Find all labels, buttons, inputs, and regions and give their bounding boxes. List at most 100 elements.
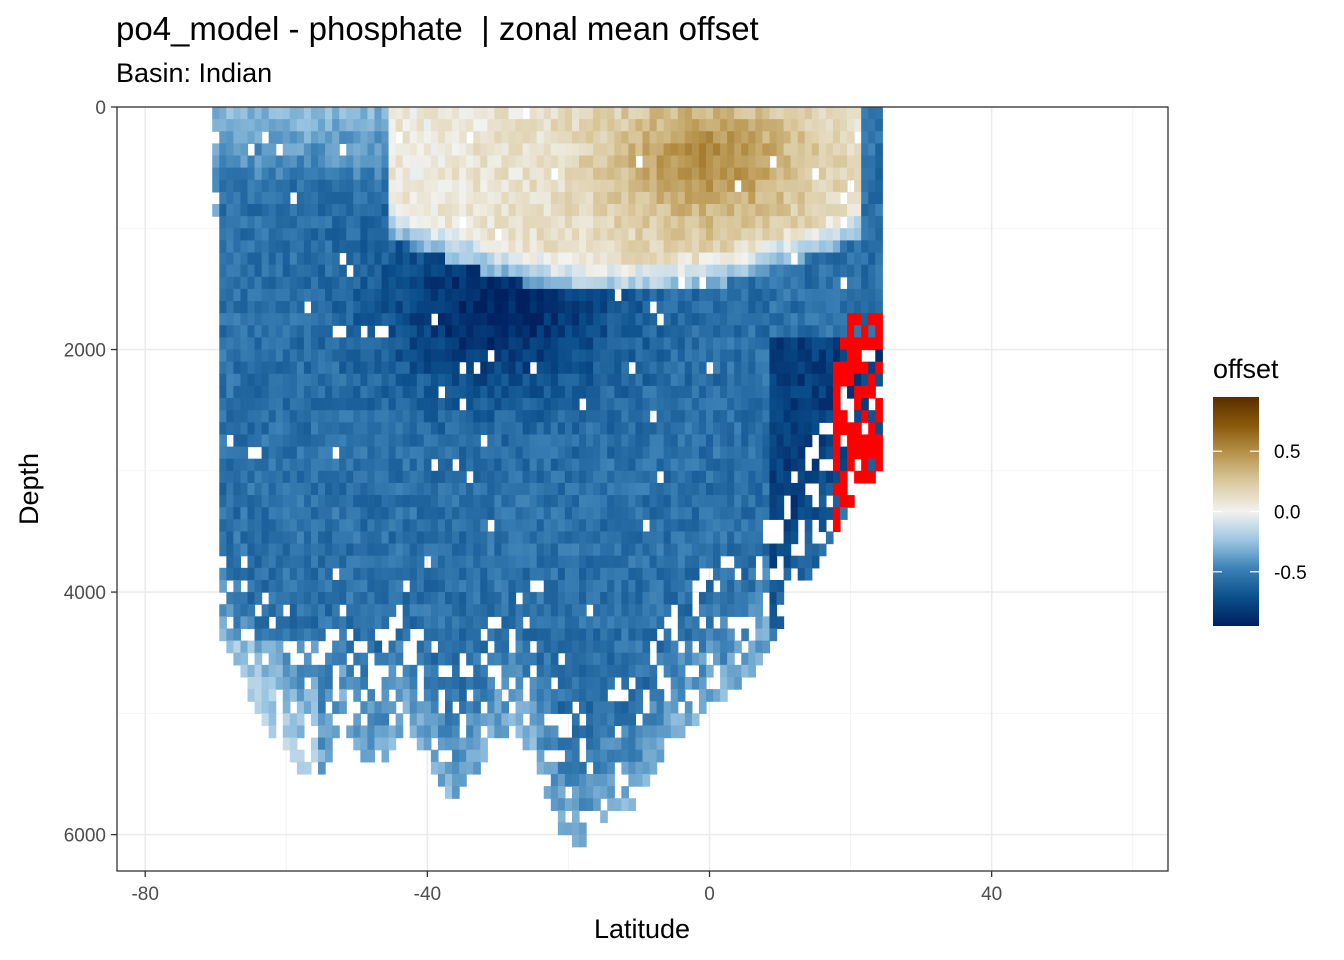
heatmap-cell xyxy=(310,628,319,642)
heatmap-cell xyxy=(430,507,439,520)
heatmap-cell xyxy=(868,119,876,132)
heatmap-cell xyxy=(325,240,333,254)
heatmap-cell xyxy=(811,422,820,436)
heatmap-cell xyxy=(713,155,721,169)
heatmap-cell xyxy=(748,204,756,217)
heatmap-cell xyxy=(332,313,340,326)
heatmap-cell xyxy=(755,288,764,302)
heatmap-cell xyxy=(713,410,721,423)
heatmap-cell xyxy=(374,204,383,217)
heatmap-cell xyxy=(635,107,644,120)
heatmap-cell xyxy=(423,252,432,266)
heatmap-cell xyxy=(593,410,601,423)
heatmap-cell xyxy=(564,131,573,144)
heatmap-cell xyxy=(762,349,771,363)
heatmap-cell xyxy=(459,301,467,314)
heatmap-cell xyxy=(515,604,524,617)
heatmap-cell xyxy=(254,507,263,520)
heatmap-cell xyxy=(586,264,594,278)
heatmap-cell xyxy=(543,604,552,617)
heatmap-cell xyxy=(240,119,249,132)
heatmap-cell xyxy=(691,543,700,557)
heatmap-cell xyxy=(720,592,728,605)
heatmap-cell xyxy=(219,143,227,157)
heatmap-cell xyxy=(684,592,693,605)
heatmap-cell xyxy=(501,228,510,241)
heatmap-cell xyxy=(339,179,347,193)
heatmap-cell xyxy=(783,264,792,278)
heatmap-cell xyxy=(698,216,707,229)
heatmap-cell xyxy=(550,252,559,266)
heatmap-cell xyxy=(818,216,827,229)
heatmap-cell xyxy=(353,410,361,423)
heatmap-cell xyxy=(303,385,312,399)
heatmap-cell xyxy=(642,313,651,326)
heatmap-cell xyxy=(748,519,756,533)
heatmap-cell xyxy=(550,276,559,290)
heatmap-cell xyxy=(487,313,495,326)
heatmap-cell xyxy=(593,616,601,630)
heatmap-cell xyxy=(388,276,397,290)
heatmap-cell xyxy=(282,458,291,472)
heatmap-cell xyxy=(374,507,383,520)
heatmap-cell xyxy=(437,446,446,460)
heatmap-cell xyxy=(226,313,234,326)
heatmap-cell xyxy=(727,143,735,157)
heatmap-cell xyxy=(353,458,361,472)
heatmap-cell xyxy=(543,737,552,751)
heatmap-cell xyxy=(268,446,277,460)
heatmap-cell xyxy=(536,628,545,642)
heatmap-cell xyxy=(247,373,256,387)
heatmap-cell xyxy=(494,119,503,132)
heatmap-cell xyxy=(416,616,425,630)
heatmap-cell xyxy=(437,458,446,472)
y-axis-title: Depth xyxy=(14,453,44,525)
heatmap-cell xyxy=(614,337,622,351)
heatmap-cell xyxy=(720,216,728,229)
heatmap-cell xyxy=(642,119,651,132)
heatmap-cell xyxy=(720,519,728,533)
heatmap-cell xyxy=(536,507,545,520)
heatmap-cell xyxy=(367,252,376,266)
heatmap-cell xyxy=(240,495,249,508)
heatmap-cell xyxy=(642,385,651,399)
heatmap-cell xyxy=(487,228,495,241)
heatmap-cell xyxy=(353,191,361,205)
heatmap-cell xyxy=(550,531,559,545)
heatmap-cell xyxy=(374,495,383,508)
heatmap-cell xyxy=(536,216,545,229)
heatmap-cell xyxy=(254,567,263,581)
heatmap-cell xyxy=(727,204,735,217)
heatmap-cell xyxy=(628,301,637,314)
heatmap-cell xyxy=(289,313,298,326)
heatmap-cell xyxy=(480,204,488,217)
heatmap-cell xyxy=(769,592,778,605)
heatmap-cell xyxy=(452,107,460,120)
heatmap-cell xyxy=(522,519,531,533)
heatmap-cell xyxy=(579,567,587,581)
heatmap-cell xyxy=(825,119,834,132)
heatmap-cell xyxy=(818,191,827,205)
heatmap-cell xyxy=(755,446,764,460)
heatmap-cell xyxy=(550,543,559,557)
heatmap-cell xyxy=(353,470,361,484)
heatmap-cell xyxy=(423,288,432,302)
heatmap-cell xyxy=(614,398,622,411)
heatmap-cell xyxy=(875,458,883,472)
heatmap-cell xyxy=(353,325,361,339)
heatmap-cell xyxy=(409,507,418,520)
heatmap-cell xyxy=(571,325,580,339)
heatmap-cell xyxy=(296,361,305,375)
heatmap-cell xyxy=(607,604,615,617)
heatmap-cell xyxy=(494,349,503,363)
heatmap-cell xyxy=(670,652,679,666)
heatmap-cell xyxy=(367,240,376,254)
heatmap-cell xyxy=(642,276,651,290)
heatmap-cell xyxy=(649,543,658,557)
heatmap-cell xyxy=(430,519,439,533)
heatmap-cell xyxy=(275,301,284,314)
heatmap-cell xyxy=(494,652,503,666)
heatmap-cell xyxy=(564,349,573,363)
heatmap-cell xyxy=(240,325,249,339)
heatmap-cell xyxy=(487,240,495,254)
